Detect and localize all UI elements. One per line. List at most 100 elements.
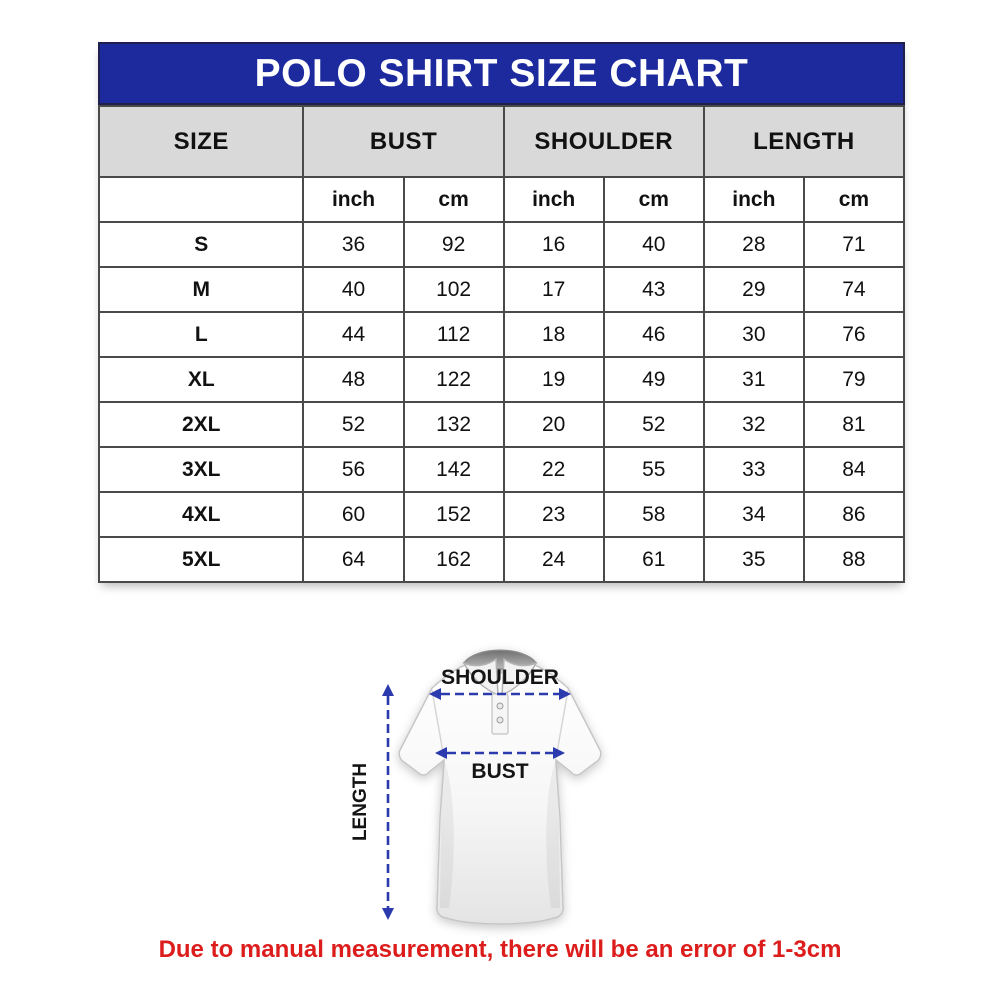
measurement-cell: 84: [802, 446, 906, 493]
size-cell: 2XL: [97, 401, 305, 448]
placket: [491, 693, 509, 735]
measurement-cell: 43: [602, 266, 705, 313]
bust-label: BUST: [471, 760, 528, 783]
measurement-cell: 79: [802, 356, 906, 403]
measurement-cell: 32: [702, 401, 805, 448]
measurement-cell: 44: [302, 311, 405, 358]
measurement-cell: 88: [802, 536, 906, 583]
measurement-cell: 56: [302, 446, 405, 493]
sleeve-seam-right: [555, 689, 569, 759]
measurement-cell: 22: [502, 446, 605, 493]
measurement-cell: 20: [502, 401, 605, 448]
measurement-cell: 152: [402, 491, 505, 538]
measurement-disclaimer: Due to manual measurement, there will be…: [158, 936, 842, 963]
measurement-cell: 46: [602, 311, 705, 358]
measurement-cell: 61: [602, 536, 705, 583]
measurement-cell: 48: [302, 356, 405, 403]
collar-left-flap: [462, 657, 499, 697]
size-cell: 5XL: [97, 536, 305, 583]
measurement-cell: 52: [602, 401, 705, 448]
measurement-cell: 142: [402, 446, 505, 493]
collar-right-flap: [501, 657, 538, 697]
unit-header-length-inch: inch: [702, 176, 805, 223]
measurement-cell: 162: [402, 536, 505, 583]
measurement-cell: 31: [702, 356, 805, 403]
measurement-cell: 36: [302, 221, 405, 268]
measurement-cell: 74: [802, 266, 906, 313]
measurement-cell: 40: [302, 266, 405, 313]
group-header-row: SIZE BUST SHOULDER LENGTH: [97, 105, 906, 178]
shoulder-label: SHOULDER: [441, 666, 559, 689]
measurement-cell: 18: [502, 311, 605, 358]
length-label: LENGTH: [350, 763, 371, 841]
measurement-cell: 55: [602, 446, 705, 493]
empty-cell: [97, 176, 305, 223]
bust-arrow: [435, 747, 565, 759]
size-cell: M: [97, 266, 305, 313]
table-row-s: S 36 92 16 40 28 71: [97, 221, 906, 268]
polo-shirt-image: [398, 649, 602, 925]
measurement-cell: 28: [702, 221, 805, 268]
chart-title: POLO SHIRT SIZE CHART: [254, 51, 749, 95]
table-row-3xl: 3XL 56 142 22 55 33 84: [97, 446, 906, 493]
length-arrow: [382, 684, 394, 920]
measurement-cell: 122: [402, 356, 505, 403]
unit-header-bust-inch: inch: [302, 176, 405, 223]
measurement-cell: 86: [802, 491, 906, 538]
measurement-cell: 33: [702, 446, 805, 493]
measurement-cell: 23: [502, 491, 605, 538]
measurement-cell: 19: [502, 356, 605, 403]
col-header-size: SIZE: [97, 105, 305, 178]
measurement-cell: 40: [602, 221, 705, 268]
measurement-cell: 112: [402, 311, 505, 358]
measurement-cell: 132: [402, 401, 505, 448]
table-row-5xl: 5XL 64 162 24 61 35 88: [97, 536, 906, 583]
measurement-cell: 60: [302, 491, 405, 538]
measurement-annotations: SHOULDER BUST LENGTH: [350, 666, 571, 920]
button-top: [496, 702, 504, 710]
size-cell: 3XL: [97, 446, 305, 493]
measurement-cell: 92: [402, 221, 505, 268]
measurement-cell: 30: [702, 311, 805, 358]
unit-header-row: inch cm inch cm inch cm: [97, 176, 906, 223]
measurement-cell: 24: [502, 536, 605, 583]
measurement-cell: 34: [702, 491, 805, 538]
table-row-m: M 40 102 17 43 29 74: [97, 266, 906, 313]
measurement-cell: 29: [702, 266, 805, 313]
col-header-length: LENGTH: [702, 105, 906, 178]
table-row-4xl: 4XL 60 152 23 58 34 86: [97, 491, 906, 538]
measurement-cell: 58: [602, 491, 705, 538]
unit-header-shoulder-inch: inch: [502, 176, 605, 223]
table-row-2xl: 2XL 52 132 20 52 32 81: [97, 401, 906, 448]
sleeve-seam-left: [431, 689, 445, 759]
shoulder-arrow: [429, 688, 571, 700]
size-cell: L: [97, 311, 305, 358]
measurement-cell: 35: [702, 536, 805, 583]
polo-shirt-measurement-diagram: SHOULDER BUST LENGTH: [350, 649, 602, 925]
measurement-cell: 16: [502, 221, 605, 268]
measurement-cell: 64: [302, 536, 405, 583]
size-chart: POLO SHIRT SIZE CHART SIZE BUST SHOULDER…: [97, 42, 906, 583]
size-cell: S: [97, 221, 305, 268]
unit-header-length-cm: cm: [802, 176, 906, 223]
unit-header-shoulder-cm: cm: [602, 176, 705, 223]
table-row-xl: XL 48 122 19 49 31 79: [97, 356, 906, 403]
measurement-cell: 17: [502, 266, 605, 313]
measurement-cell: 71: [802, 221, 906, 268]
button-bottom: [496, 716, 504, 724]
shirt-fold-shade-left: [440, 760, 454, 908]
measurement-cell: 52: [302, 401, 405, 448]
shirt-fold-shade-right: [546, 760, 560, 908]
chart-title-bar: POLO SHIRT SIZE CHART: [98, 42, 905, 105]
measurement-cell: 102: [402, 266, 505, 313]
measurement-cell: 49: [602, 356, 705, 403]
unit-header-bust-cm: cm: [402, 176, 505, 223]
size-table: SIZE BUST SHOULDER LENGTH inch cm inch c…: [97, 105, 906, 583]
col-header-bust: BUST: [302, 105, 505, 178]
col-header-shoulder: SHOULDER: [502, 105, 705, 178]
measurement-cell: 76: [802, 311, 906, 358]
size-cell: XL: [97, 356, 305, 403]
measurement-cell: 81: [802, 401, 906, 448]
size-cell: 4XL: [97, 491, 305, 538]
